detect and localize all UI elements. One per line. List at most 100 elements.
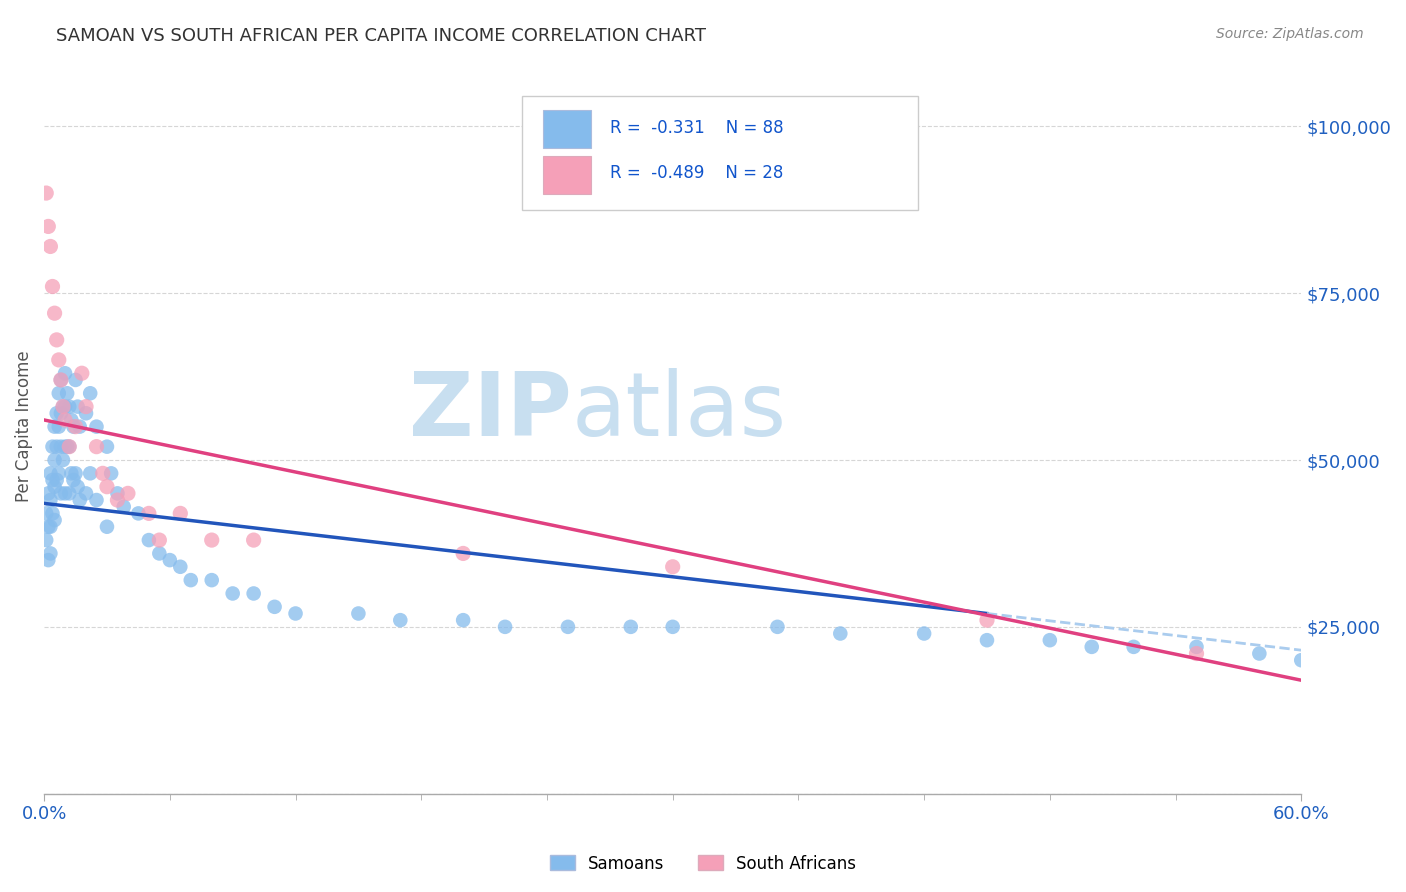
Point (1122, 640, 1144, 654)
Point (53, 413, 76, 427)
Point (148, 533, 170, 547)
Point (1080, 640, 1102, 654)
FancyBboxPatch shape (522, 96, 918, 211)
Point (37, 219, 59, 234)
Point (451, 613, 474, 627)
Point (91, 467, 114, 481)
Point (169, 559, 191, 574)
Point (75, 400, 97, 414)
Point (41, 473, 63, 487)
Point (70, 366, 93, 380)
Point (62, 473, 84, 487)
Point (49, 440, 72, 454)
Point (62, 419, 84, 434)
Point (39, 493, 62, 508)
Point (56, 440, 79, 454)
Text: R =  -0.489    N = 28: R = -0.489 N = 28 (610, 164, 783, 182)
Point (69, 419, 91, 434)
FancyBboxPatch shape (543, 110, 591, 148)
Point (96, 480, 118, 494)
Point (37, 553, 59, 567)
Point (389, 613, 412, 627)
Point (48, 467, 70, 481)
Point (242, 533, 264, 547)
Point (39, 520, 62, 534)
Point (86, 493, 108, 508)
Text: SAMOAN VS SOUTH AFRICAN PER CAPITA INCOME CORRELATION CHART: SAMOAN VS SOUTH AFRICAN PER CAPITA INCOM… (56, 27, 706, 45)
Point (100, 467, 122, 481)
Point (494, 620, 516, 634)
Point (79, 467, 101, 481)
FancyBboxPatch shape (543, 156, 591, 194)
Point (66, 480, 89, 494)
Point (766, 620, 789, 634)
Point (58, 486, 80, 500)
Point (1185, 640, 1208, 654)
Point (66, 400, 89, 414)
Point (117, 486, 139, 500)
Point (37, 486, 59, 500)
Point (56, 386, 79, 401)
Point (58, 400, 80, 414)
Point (107, 486, 129, 500)
Point (201, 573, 224, 587)
Point (49, 486, 72, 500)
Point (44, 513, 66, 527)
Point (976, 633, 998, 648)
Point (830, 626, 852, 640)
Point (661, 620, 683, 634)
Point (58, 440, 80, 454)
Text: atlas: atlas (572, 368, 787, 456)
Point (52, 400, 75, 414)
Point (284, 607, 307, 621)
Point (976, 613, 998, 627)
Point (620, 620, 643, 634)
Point (451, 546, 474, 560)
Point (65, 467, 87, 481)
Point (75, 406, 97, 420)
Point (49, 373, 72, 387)
Point (661, 559, 683, 574)
Point (41, 440, 63, 454)
Point (53, 400, 76, 414)
Point (86, 440, 108, 454)
Point (1185, 647, 1208, 661)
Point (35, 507, 58, 521)
Point (912, 626, 935, 640)
Point (75, 486, 97, 500)
Point (44, 306, 66, 320)
Point (58, 440, 80, 454)
Point (35, 533, 58, 547)
Point (48, 419, 70, 434)
Point (1291, 653, 1313, 667)
Point (53, 486, 76, 500)
Point (45, 333, 67, 347)
Point (48, 386, 70, 401)
Point (44, 480, 66, 494)
Point (60, 467, 83, 481)
Point (52, 400, 75, 414)
Point (37, 520, 59, 534)
Point (221, 586, 243, 600)
Point (169, 507, 191, 521)
Point (49, 373, 72, 387)
Point (86, 419, 108, 434)
Point (65, 373, 87, 387)
Text: R =  -0.331    N = 88: R = -0.331 N = 88 (610, 119, 783, 136)
Point (44, 453, 66, 467)
Text: ZIP: ZIP (409, 368, 572, 456)
Point (53, 440, 76, 454)
Point (242, 586, 264, 600)
Point (69, 493, 91, 508)
Point (39, 546, 62, 560)
Point (45, 440, 67, 454)
Point (45, 473, 67, 487)
Point (263, 599, 285, 614)
Point (41, 279, 63, 293)
Point (60, 413, 83, 427)
Point (107, 493, 129, 508)
Point (53, 366, 76, 380)
Point (557, 620, 579, 634)
Point (45, 406, 67, 420)
Point (201, 533, 224, 547)
